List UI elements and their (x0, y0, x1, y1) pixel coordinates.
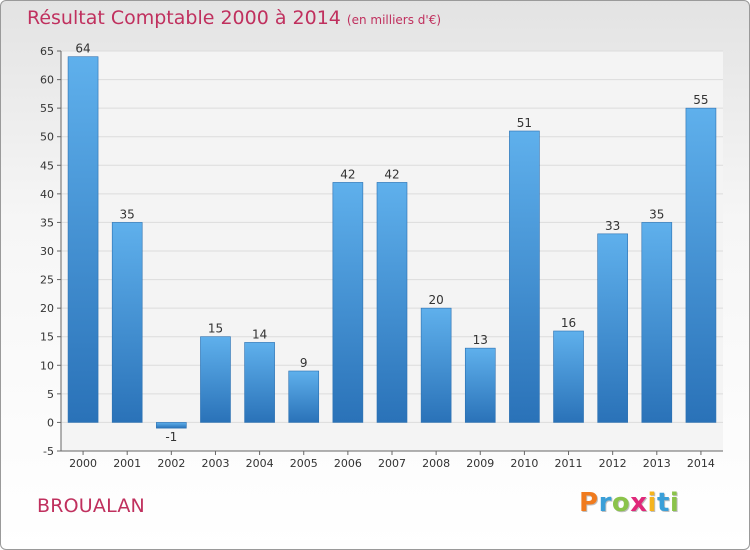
y-tick-label: 0 (47, 416, 54, 429)
y-tick-label: 55 (40, 102, 54, 115)
bar-2013 (641, 222, 673, 423)
value-label-2011: 16 (561, 316, 576, 330)
value-label-2013: 35 (649, 207, 664, 221)
x-tick-label-2004: 2004 (246, 457, 274, 470)
bar-2007 (376, 182, 408, 423)
y-tick-label: 40 (40, 188, 54, 201)
x-tick-label-2007: 2007 (378, 457, 406, 470)
logo-letter: i (669, 488, 680, 518)
x-tick-label-2003: 2003 (201, 457, 229, 470)
y-tick-label: 15 (40, 331, 54, 344)
x-tick-label-2014: 2014 (687, 457, 715, 470)
y-tick-label: 60 (40, 74, 54, 87)
value-label-2014: 55 (693, 93, 708, 107)
x-tick-label-2002: 2002 (157, 457, 185, 470)
x-tick-label-2010: 2010 (510, 457, 538, 470)
x-tick-label-2009: 2009 (466, 457, 494, 470)
y-tick-label: 20 (40, 302, 54, 315)
value-label-2000: 64 (75, 42, 90, 56)
bar-2003 (200, 336, 231, 423)
x-tick-label-2005: 2005 (290, 457, 318, 470)
x-tick-label-2012: 2012 (599, 457, 627, 470)
value-label-2001: 35 (120, 207, 135, 221)
value-label-2002: -1 (165, 430, 177, 444)
value-label-2008: 20 (428, 293, 443, 307)
value-label-2004: 14 (252, 327, 267, 341)
y-tick-label: 5 (47, 388, 54, 401)
bar-2014 (685, 107, 717, 423)
value-label-2005: 9 (300, 356, 308, 370)
x-tick-label-2001: 2001 (113, 457, 141, 470)
value-label-2003: 15 (208, 322, 223, 336)
y-tick-label: 65 (40, 45, 54, 58)
y-tick-label: 50 (40, 131, 54, 144)
bar-2011 (553, 330, 584, 423)
bar-2000 (67, 56, 99, 423)
proxiti-logo: Proxiti (579, 488, 679, 518)
x-tick-label-2000: 2000 (69, 457, 97, 470)
value-label-2010: 51 (517, 116, 532, 130)
value-label-2009: 13 (473, 333, 488, 347)
bar-2001 (111, 222, 143, 423)
y-tick-label: 45 (40, 159, 54, 172)
y-tick-label: 30 (40, 245, 54, 258)
x-tick-label-2008: 2008 (422, 457, 450, 470)
bar-2012 (597, 233, 628, 423)
bar-2005 (288, 370, 320, 423)
value-label-2007: 42 (384, 167, 399, 181)
bar-2006 (332, 182, 364, 423)
logo-letter: r (598, 488, 612, 518)
y-tick-label: 10 (40, 359, 54, 372)
subtitle-text: (en milliers d'€) (346, 13, 442, 27)
y-tick-label: 25 (40, 274, 54, 287)
logo-letter: i (647, 488, 657, 518)
logo-letter: P (579, 488, 599, 518)
bar-2010 (509, 130, 540, 423)
bar-2004 (244, 342, 275, 423)
x-tick-label-2013: 2013 (643, 457, 671, 470)
y-tick-label: 35 (40, 216, 54, 229)
y-tick-label: -5 (43, 445, 54, 458)
value-label-2012: 33 (605, 219, 620, 233)
logo-letter: o (611, 488, 631, 518)
bar-2002 (156, 422, 187, 429)
logo-letter: t (656, 488, 670, 518)
value-label-2006: 42 (340, 167, 355, 181)
commune-name: BROUALAN (37, 495, 145, 517)
x-tick-label-2006: 2006 (334, 457, 362, 470)
bar-2009 (464, 347, 496, 423)
chart-title: Résultat Comptable 2000 à 2014 (en millie… (27, 7, 441, 29)
title-text: Résultat Comptable 2000 à 2014 (27, 7, 341, 29)
logo-letter: x (630, 488, 648, 518)
bar-2008 (420, 307, 452, 423)
x-tick-label-2011: 2011 (555, 457, 583, 470)
